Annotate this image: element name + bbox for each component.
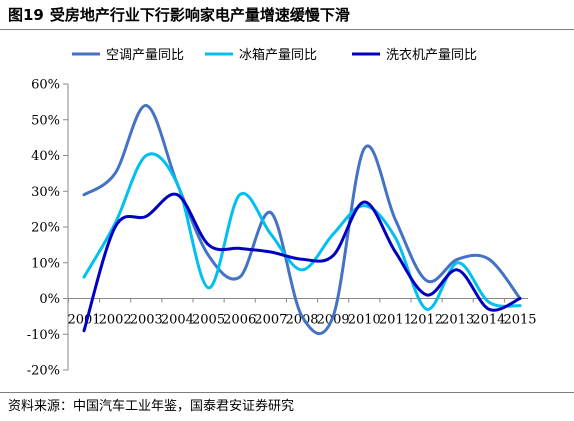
y-tick-label: -10% bbox=[27, 328, 60, 343]
series-lines bbox=[82, 104, 522, 336]
legend: 空调产量同比 冰箱产量同比 洗衣机产量同比 bbox=[72, 47, 477, 63]
x-tick-label: 2010 bbox=[348, 313, 381, 328]
y-tick-label: 20% bbox=[31, 221, 60, 236]
x-tick-label: 2015 bbox=[503, 313, 536, 328]
series-line-1 bbox=[82, 104, 522, 336]
source-note: 资料来源：中国汽车工业年鉴，国泰君安证券研究 bbox=[8, 399, 295, 414]
line-chart: 60% 50% 40% 30% 20% 10% 0% -10% -20% 200120022003… bbox=[27, 47, 537, 379]
y-tick-label: -20% bbox=[27, 364, 60, 379]
x-tick-label: 2005 bbox=[192, 313, 225, 328]
x-tick-label: 2007 bbox=[254, 313, 287, 328]
series-line-2 bbox=[82, 152, 522, 311]
figure-title-text: 受房地产行业下行影响家电产量增速缓慢下滑 bbox=[49, 6, 350, 24]
y-tick-label: 60% bbox=[31, 78, 60, 93]
bottom-divider bbox=[0, 392, 574, 393]
x-tick-label: 2004 bbox=[161, 313, 194, 328]
x-tick-label: 2001 bbox=[67, 313, 100, 328]
figure-title: 图19 受房地产行业下行影响家电产量增速缓慢下滑 bbox=[8, 4, 568, 26]
y-tick-label: 0% bbox=[39, 292, 60, 307]
x-tick-label: 2014 bbox=[472, 313, 505, 328]
legend-label-1: 空调产量同比 bbox=[106, 48, 184, 63]
x-tick-label: 2003 bbox=[130, 313, 163, 328]
legend-label-3: 洗衣机产量同比 bbox=[386, 47, 477, 63]
figure-number: 图19 bbox=[8, 6, 44, 24]
y-tick-label: 40% bbox=[31, 149, 60, 164]
x-tick-label: 2013 bbox=[441, 313, 474, 328]
x-tick-label: 2011 bbox=[379, 313, 412, 328]
x-tick-label: 2006 bbox=[223, 313, 256, 328]
y-tick-label: 30% bbox=[31, 185, 60, 200]
series-line-3 bbox=[82, 192, 522, 333]
y-tick-label: 10% bbox=[31, 256, 60, 271]
x-tick-label: 2012 bbox=[410, 313, 443, 328]
x-tick-label: 2002 bbox=[99, 313, 132, 328]
top-divider bbox=[0, 29, 574, 30]
x-tick-label: 2008 bbox=[285, 313, 318, 328]
y-tick-label: 50% bbox=[31, 113, 60, 128]
legend-label-2: 冰箱产量同比 bbox=[239, 47, 317, 63]
axes: 60% 50% 40% 30% 20% 10% 0% -10% -20% 200120022003… bbox=[27, 78, 537, 379]
